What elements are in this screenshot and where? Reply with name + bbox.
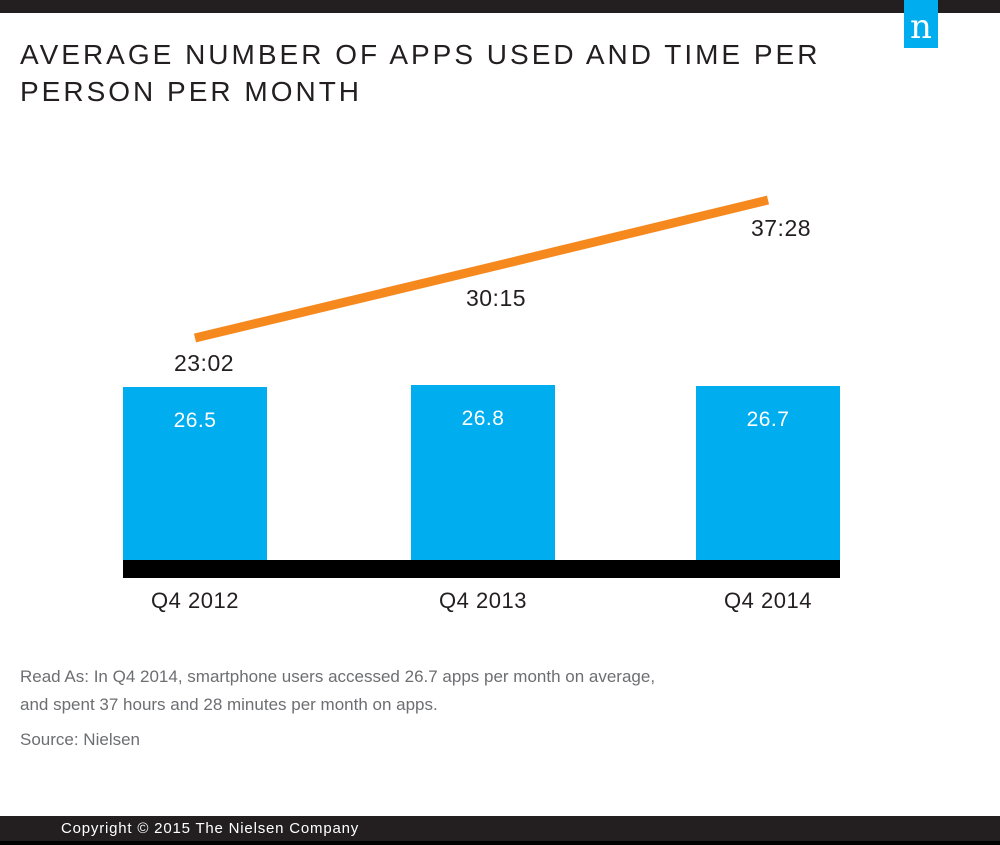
bar-value-q4-2014: 26.7 <box>746 408 790 431</box>
bar-q4-2012: 26.5 <box>123 387 267 560</box>
time-label-q4-2012: 23:02 <box>173 350 235 376</box>
page-title: AVERAGE NUMBER OF APPS USED AND TIME PER… <box>20 36 820 110</box>
footer-bar: Copyright © 2015 The Nielsen Company <box>0 816 1000 845</box>
source-note: Source: Nielsen <box>20 730 141 749</box>
nielsen-logo: n <box>904 0 938 48</box>
bar-q4-2013: 26.8 <box>411 385 555 560</box>
time-line <box>193 195 770 343</box>
copyright-text: Copyright © 2015 The Nielsen Company <box>61 820 360 837</box>
category-label-q4-2014: Q4 2014 <box>724 588 812 613</box>
read-as-line-1: Read As: In Q4 2014, smartphone users ac… <box>20 667 656 686</box>
bar-value-q4-2013: 26.8 <box>461 407 505 430</box>
read-as-note: Read As: In Q4 2014, smartphone users ac… <box>20 663 655 754</box>
nielsen-logo-letter: n <box>910 7 932 47</box>
page-title-line-1: AVERAGE NUMBER OF APPS USED AND TIME PER <box>20 39 821 70</box>
top-bar <box>0 0 1000 13</box>
bar-q4-2014: 26.7 <box>696 386 840 560</box>
category-label-q4-2012: Q4 2012 <box>151 588 239 613</box>
read-as-line-2: and spent 37 hours and 28 minutes per mo… <box>20 695 438 714</box>
category-label-q4-2013: Q4 2013 <box>439 588 527 613</box>
bar-value-q4-2012: 26.5 <box>173 409 217 432</box>
time-label-q4-2013: 30:15 <box>465 285 527 311</box>
x-axis-bar <box>123 560 840 578</box>
time-label-q4-2014: 37:28 <box>750 215 812 241</box>
page-title-line-2: PERSON PER MONTH <box>20 76 363 107</box>
